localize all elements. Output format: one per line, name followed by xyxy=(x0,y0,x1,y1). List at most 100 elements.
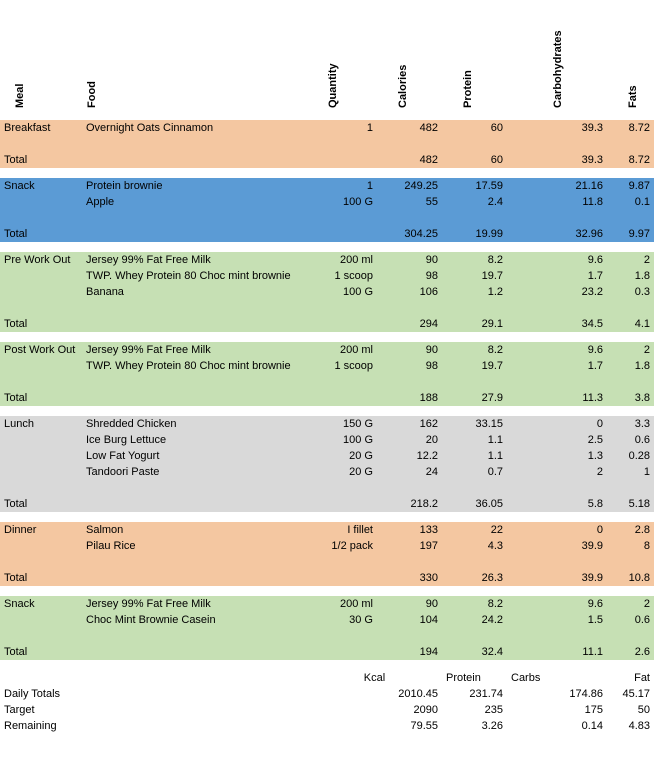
total-protein: 29.1 xyxy=(442,316,507,332)
fats-value: 2.8 xyxy=(607,522,654,538)
carbs-value: 2 xyxy=(532,464,607,480)
summary-fat: 45.17 xyxy=(607,686,654,702)
header-fats: Fats xyxy=(607,0,654,110)
total-row: Total33026.339.910.8 xyxy=(0,570,654,586)
food-name: Shredded Chicken xyxy=(82,416,307,432)
summary-row-label: Daily Totals xyxy=(0,686,307,702)
summary-row: Target209023517550 xyxy=(0,702,654,718)
food-name: Ice Burg Lettuce xyxy=(82,432,307,448)
fats-value: 0.3 xyxy=(607,284,654,300)
fats-value: 0.6 xyxy=(607,432,654,448)
blank-row xyxy=(0,628,654,644)
carbs-value: 39.9 xyxy=(532,538,607,554)
fats-value: 0.1 xyxy=(607,194,654,210)
protein-value: 19.7 xyxy=(442,268,507,284)
food-name: TWP. Whey Protein 80 Choc mint brownie xyxy=(82,358,307,374)
summary-kcal: 2090 xyxy=(377,702,442,718)
food-name: Apple xyxy=(82,194,307,210)
quantity-value: I fillet xyxy=(307,522,377,538)
total-protein: 26.3 xyxy=(442,570,507,586)
table-row: Apple100 G552.411.80.1 xyxy=(0,194,654,210)
food-name: TWP. Whey Protein 80 Choc mint brownie xyxy=(82,268,307,284)
calories-value: 24 xyxy=(377,464,442,480)
summary-row-label: Target xyxy=(0,702,307,718)
protein-value: 24.2 xyxy=(442,612,507,628)
calories-value: 162 xyxy=(377,416,442,432)
total-protein: 32.4 xyxy=(442,644,507,660)
total-calories: 194 xyxy=(377,644,442,660)
summary-label-fat: Fat xyxy=(607,670,654,686)
table-row: Low Fat Yogurt20 G12.21.11.30.28 xyxy=(0,448,654,464)
spacer-row xyxy=(0,660,654,670)
total-carbs: 39.3 xyxy=(532,152,607,168)
quantity-value: 100 G xyxy=(307,284,377,300)
total-label: Total xyxy=(0,152,82,168)
meal-name: Pre Work Out xyxy=(0,252,82,268)
total-row: Total29429.134.54.1 xyxy=(0,316,654,332)
spacer-row xyxy=(0,512,654,522)
total-row: Total19432.411.12.6 xyxy=(0,644,654,660)
summary-row: Remaining79.553.260.144.83 xyxy=(0,718,654,734)
protein-value: 22 xyxy=(442,522,507,538)
fats-value: 8.72 xyxy=(607,120,654,136)
summary-carbs: 175 xyxy=(532,702,607,718)
food-name: Jersey 99% Fat Free Milk xyxy=(82,342,307,358)
summary-fat: 50 xyxy=(607,702,654,718)
spacer-row xyxy=(0,332,654,342)
food-name: Jersey 99% Fat Free Milk xyxy=(82,252,307,268)
carbs-value: 9.6 xyxy=(532,252,607,268)
carbs-value: 21.16 xyxy=(532,178,607,194)
table-row: Pilau Rice1/2 pack1974.339.98 xyxy=(0,538,654,554)
total-calories: 304.25 xyxy=(377,226,442,242)
summary-protein: 3.26 xyxy=(442,718,507,734)
summary-carbs: 0.14 xyxy=(532,718,607,734)
carbs-value: 11.8 xyxy=(532,194,607,210)
total-row: Total304.2519.9932.969.97 xyxy=(0,226,654,242)
total-calories: 330 xyxy=(377,570,442,586)
food-name: Pilau Rice xyxy=(82,538,307,554)
food-name: Choc Mint Brownie Casein xyxy=(82,612,307,628)
summary-kcal: 2010.45 xyxy=(377,686,442,702)
carbs-value: 39.3 xyxy=(532,120,607,136)
summary-row-label: Remaining xyxy=(0,718,307,734)
fats-value: 8 xyxy=(607,538,654,554)
quantity-value: 1 scoop xyxy=(307,358,377,374)
header-carbs: Carbohydrates xyxy=(532,0,607,110)
fats-value: 2 xyxy=(607,342,654,358)
carbs-value: 23.2 xyxy=(532,284,607,300)
fats-value: 9.87 xyxy=(607,178,654,194)
total-label: Total xyxy=(0,644,82,660)
header-meal: Meal xyxy=(0,0,82,110)
meal-name: Post Work Out xyxy=(0,342,82,358)
calories-value: 106 xyxy=(377,284,442,300)
total-protein: 27.9 xyxy=(442,390,507,406)
fats-value: 0.28 xyxy=(607,448,654,464)
fats-value: 2 xyxy=(607,596,654,612)
total-row: Total4826039.38.72 xyxy=(0,152,654,168)
summary-label-kcal: Kcal xyxy=(307,670,442,686)
total-carbs: 11.1 xyxy=(532,644,607,660)
protein-value: 60 xyxy=(442,120,507,136)
total-row: Total218.236.055.85.18 xyxy=(0,496,654,512)
food-name: Salmon xyxy=(82,522,307,538)
carbs-value: 9.6 xyxy=(532,596,607,612)
header-quantity: Quantity xyxy=(307,0,377,110)
summary-kcal: 79.55 xyxy=(377,718,442,734)
quantity-value: 20 G xyxy=(307,464,377,480)
total-fats: 5.18 xyxy=(607,496,654,512)
protein-value: 2.4 xyxy=(442,194,507,210)
quantity-value: 1 xyxy=(307,120,377,136)
total-protein: 36.05 xyxy=(442,496,507,512)
table-row: TWP. Whey Protein 80 Choc mint brownie1 … xyxy=(0,268,654,284)
calories-value: 55 xyxy=(377,194,442,210)
quantity-value: 150 G xyxy=(307,416,377,432)
total-label: Total xyxy=(0,390,82,406)
carbs-value: 1.5 xyxy=(532,612,607,628)
summary-protein: 231.74 xyxy=(442,686,507,702)
quantity-value: 200 ml xyxy=(307,342,377,358)
total-fats: 8.72 xyxy=(607,152,654,168)
quantity-value: 1/2 pack xyxy=(307,538,377,554)
header-food: Food xyxy=(82,0,307,110)
total-carbs: 39.9 xyxy=(532,570,607,586)
blank-row xyxy=(0,554,654,570)
